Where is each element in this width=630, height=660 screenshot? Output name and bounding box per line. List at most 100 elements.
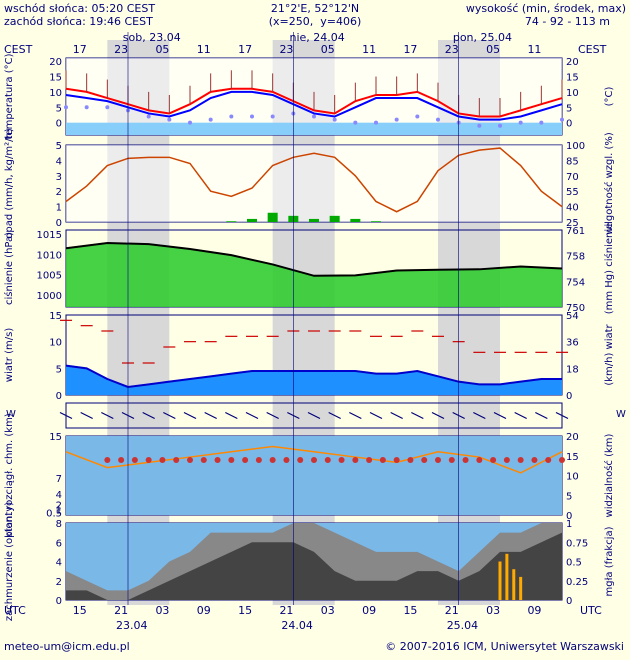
fog-bar bbox=[505, 553, 509, 600]
cloud-low-area bbox=[66, 532, 562, 600]
cloud-top-dot bbox=[173, 457, 180, 463]
ytick-label: 15 bbox=[49, 311, 62, 322]
email-link[interactable]: meteo-um@icm.edu.pl bbox=[4, 640, 130, 653]
ytick-right-label: 1 bbox=[566, 519, 572, 530]
dewpoint-point bbox=[560, 117, 564, 122]
ytick-label: 15 bbox=[49, 432, 62, 443]
dewpoint-point bbox=[498, 123, 502, 128]
cloud-top-dot bbox=[242, 457, 249, 463]
ytick-label: 4 bbox=[56, 156, 62, 167]
ytick-label: 1 bbox=[56, 506, 62, 517]
ytick-right-label: 100 bbox=[566, 141, 585, 152]
cloud-top-dot bbox=[379, 457, 386, 463]
ytick-label: 2 bbox=[56, 500, 62, 511]
utc-tick-label: 09 bbox=[527, 604, 541, 617]
dewpoint-point bbox=[84, 105, 89, 110]
ytick-right-label: 750 bbox=[566, 303, 585, 314]
wind-direction-arrow bbox=[163, 411, 176, 420]
cloud-top-dot bbox=[311, 457, 317, 463]
ytick-right-label: 54 bbox=[566, 311, 579, 322]
cest-tick-label: 11 bbox=[197, 43, 211, 56]
utc-tick-label: 09 bbox=[362, 604, 376, 617]
ytick-right-label: 40 bbox=[566, 203, 579, 214]
ytick-right-label: 15 bbox=[566, 72, 579, 83]
ylabel: opad (mm/h, kg/m²/h) bbox=[4, 128, 15, 239]
cloud-top-dot bbox=[366, 457, 373, 463]
ytick-label: 5 bbox=[56, 141, 62, 152]
cest-tick-label: 17 bbox=[73, 43, 87, 56]
ytick-label: 5 bbox=[56, 364, 62, 375]
ylabel-right: (°C) bbox=[604, 87, 615, 107]
ytick-right-label: 0.25 bbox=[566, 577, 588, 588]
wind-mean-area bbox=[66, 365, 562, 395]
wind-direction-arrow bbox=[431, 411, 445, 420]
ylabel-right: (mm Hg) ciśnienie bbox=[603, 223, 615, 315]
dewpoint-point bbox=[64, 105, 68, 110]
ytick-right-label: 55 bbox=[566, 187, 579, 198]
cloud-top-dot bbox=[490, 457, 497, 463]
coords-text: 21°2'E, 52°12'N bbox=[270, 2, 360, 15]
cest-tick-label: 23 bbox=[445, 43, 459, 56]
wind-direction-arrow bbox=[535, 411, 548, 420]
dewpoint-point bbox=[105, 105, 110, 110]
cloud-top-dot bbox=[104, 457, 111, 463]
elevation-values: 74 - 92 - 113 m bbox=[524, 15, 610, 28]
ytick-right-label: 761 bbox=[566, 226, 585, 237]
humidity-line bbox=[65, 147, 563, 213]
cest-tick-label: 11 bbox=[362, 43, 376, 56]
cloud-top-dot bbox=[545, 457, 552, 463]
panel-bg bbox=[66, 145, 562, 222]
cloud-top-dot bbox=[145, 457, 152, 463]
cloud-top-dot bbox=[200, 457, 207, 463]
ytick-label: 0.5 bbox=[46, 508, 62, 519]
utc-right-label: UTC bbox=[580, 604, 602, 617]
ytick-label: 2 bbox=[56, 577, 62, 588]
dewpoint-point bbox=[332, 117, 337, 122]
ytick-label: 8 bbox=[56, 519, 62, 530]
cest-tick-label: 05 bbox=[321, 43, 335, 56]
ytick-right-label: 85 bbox=[566, 156, 579, 167]
utc-tick-label: 09 bbox=[197, 604, 211, 617]
wind-direction-arrow bbox=[183, 411, 197, 420]
precip-bar bbox=[371, 221, 381, 222]
date-label: 23.04 bbox=[116, 619, 148, 632]
wind-direction-arrow bbox=[245, 411, 259, 420]
precip-bar bbox=[226, 221, 237, 222]
wind-direction-arrow bbox=[369, 411, 383, 420]
ylabel: pion. rozciągł. chm. (km) bbox=[4, 413, 15, 538]
cloud-top-dot bbox=[118, 457, 125, 463]
ytick-label: 0 bbox=[56, 119, 62, 130]
precip-bar bbox=[267, 212, 278, 222]
wind-direction-arrow bbox=[555, 411, 569, 420]
cloud-top-dot bbox=[131, 457, 138, 463]
ytick-label: 6 bbox=[56, 538, 62, 549]
ylabel-right: (km/h) wiatr bbox=[604, 323, 615, 385]
dewpoint-point bbox=[270, 114, 275, 119]
cest-tick-label: 23 bbox=[114, 43, 128, 56]
ytick-right-label: 0 bbox=[566, 511, 572, 522]
dewpoint-point bbox=[250, 114, 254, 119]
cloud-top-dot bbox=[531, 457, 538, 463]
fog-bar bbox=[512, 569, 516, 600]
ytick-label: 5 bbox=[56, 103, 62, 114]
sunset-text: zachód słońca: 19:46 CEST bbox=[4, 15, 153, 28]
cloud-top-dot bbox=[462, 457, 469, 463]
ytick-right-label: 36 bbox=[566, 338, 579, 349]
wind-direction-arrow bbox=[473, 411, 486, 420]
pressure-line bbox=[65, 241, 563, 277]
utc-tick-label: 03 bbox=[155, 604, 169, 617]
wind-direction-arrow bbox=[349, 411, 362, 420]
cloud-top-dot bbox=[352, 457, 359, 463]
pressure-area bbox=[66, 242, 562, 307]
cest-tick-label: 17 bbox=[403, 43, 417, 56]
sunrise-text: wschód słońca: 05:20 CEST bbox=[4, 2, 156, 15]
below-zero-area bbox=[66, 122, 562, 135]
utc-tick-label: 03 bbox=[486, 604, 500, 617]
ytick-label: 0 bbox=[56, 391, 62, 402]
cloud-top-dot bbox=[338, 457, 345, 463]
cloud-top-dot bbox=[517, 457, 524, 463]
cest-tick-label: 05 bbox=[155, 43, 169, 56]
cloud-top-dot bbox=[297, 457, 304, 463]
wind-direction-arrow bbox=[225, 411, 238, 420]
fog-bar bbox=[519, 576, 523, 600]
